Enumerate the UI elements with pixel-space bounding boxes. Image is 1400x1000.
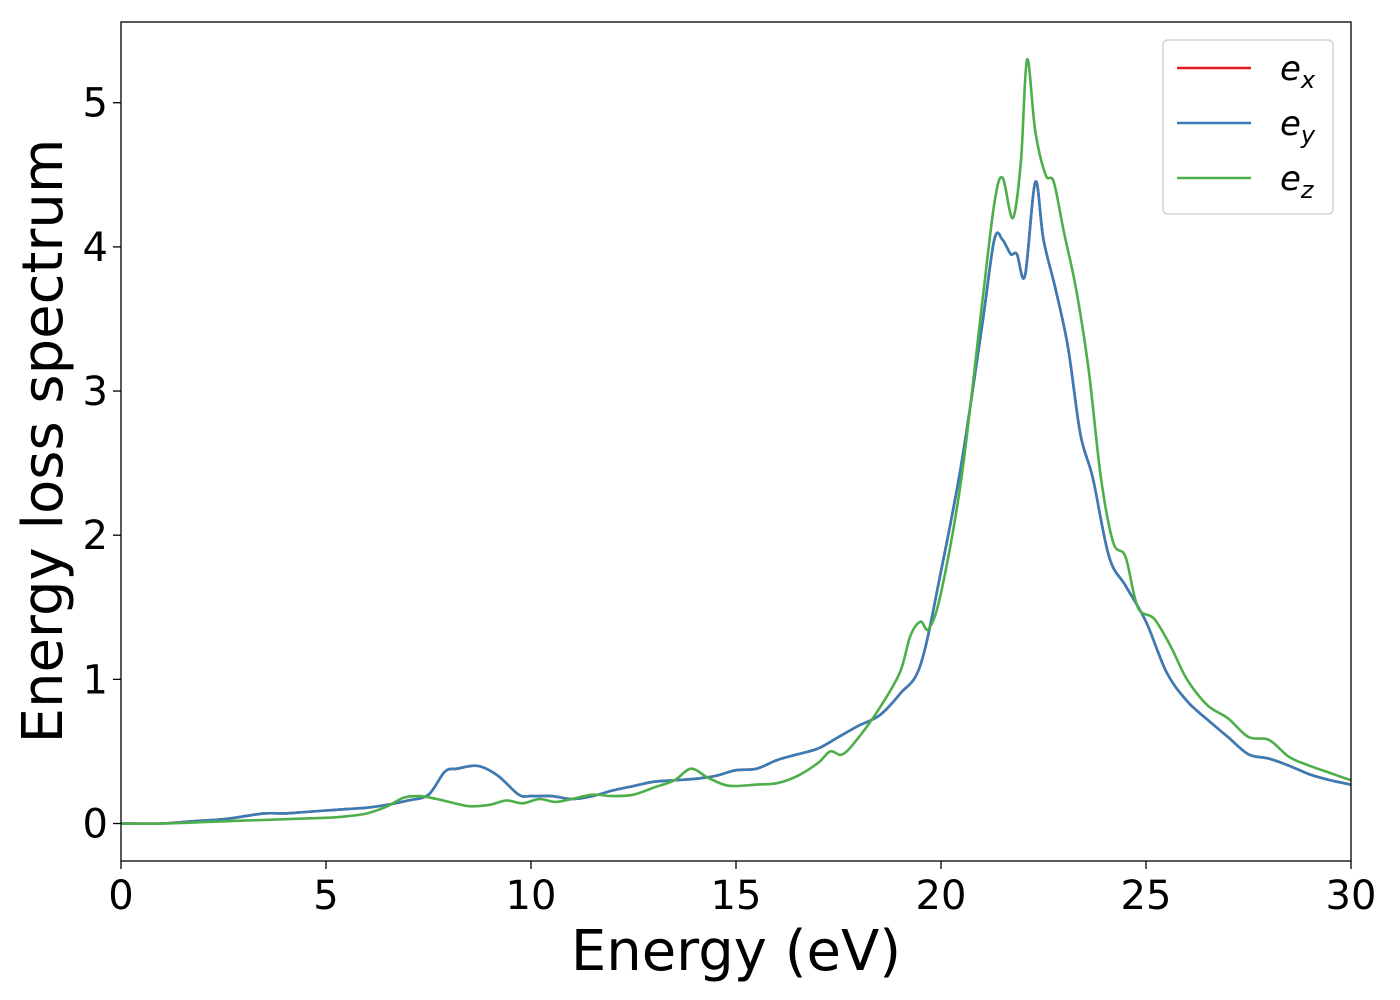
legend-label-e-z: ez [1280, 159, 1315, 204]
x-axis-ticks: 0 5 10 15 20 25 30 [108, 861, 1376, 919]
legend-entries: ex ey ez [1177, 49, 1316, 204]
x-tick-label: 10 [506, 873, 557, 919]
x-tick-label: 30 [1326, 873, 1377, 919]
series-line-e-y [121, 180, 1351, 825]
y-tick-label: 4 [83, 225, 108, 271]
x-tick-label: 25 [1121, 873, 1172, 919]
x-tick-label: 0 [108, 873, 133, 919]
plot-area [121, 22, 1351, 861]
y-tick-label: 2 [83, 513, 108, 559]
x-tick-label: 20 [916, 873, 967, 919]
y-axis-label: Energy loss spectrum [11, 139, 76, 744]
y-tick-label: 0 [83, 802, 108, 848]
x-tick-label: 5 [313, 873, 338, 919]
y-axis-ticks: 0 1 2 3 4 5 [83, 81, 121, 848]
y-tick-label: 3 [83, 369, 108, 415]
legend-label-e-y: ey [1280, 104, 1316, 149]
legend-label-e-x: ex [1280, 49, 1316, 94]
y-tick-label: 5 [83, 81, 108, 127]
x-axis-label: Energy (eV) [571, 919, 901, 984]
y-tick-label: 1 [83, 657, 108, 703]
series-line-e-z [121, 58, 1351, 825]
series-layer [121, 58, 1351, 825]
legend: ex ey ez [1162, 39, 1334, 215]
legend-box [1162, 39, 1334, 215]
x-tick-label: 15 [711, 873, 762, 919]
